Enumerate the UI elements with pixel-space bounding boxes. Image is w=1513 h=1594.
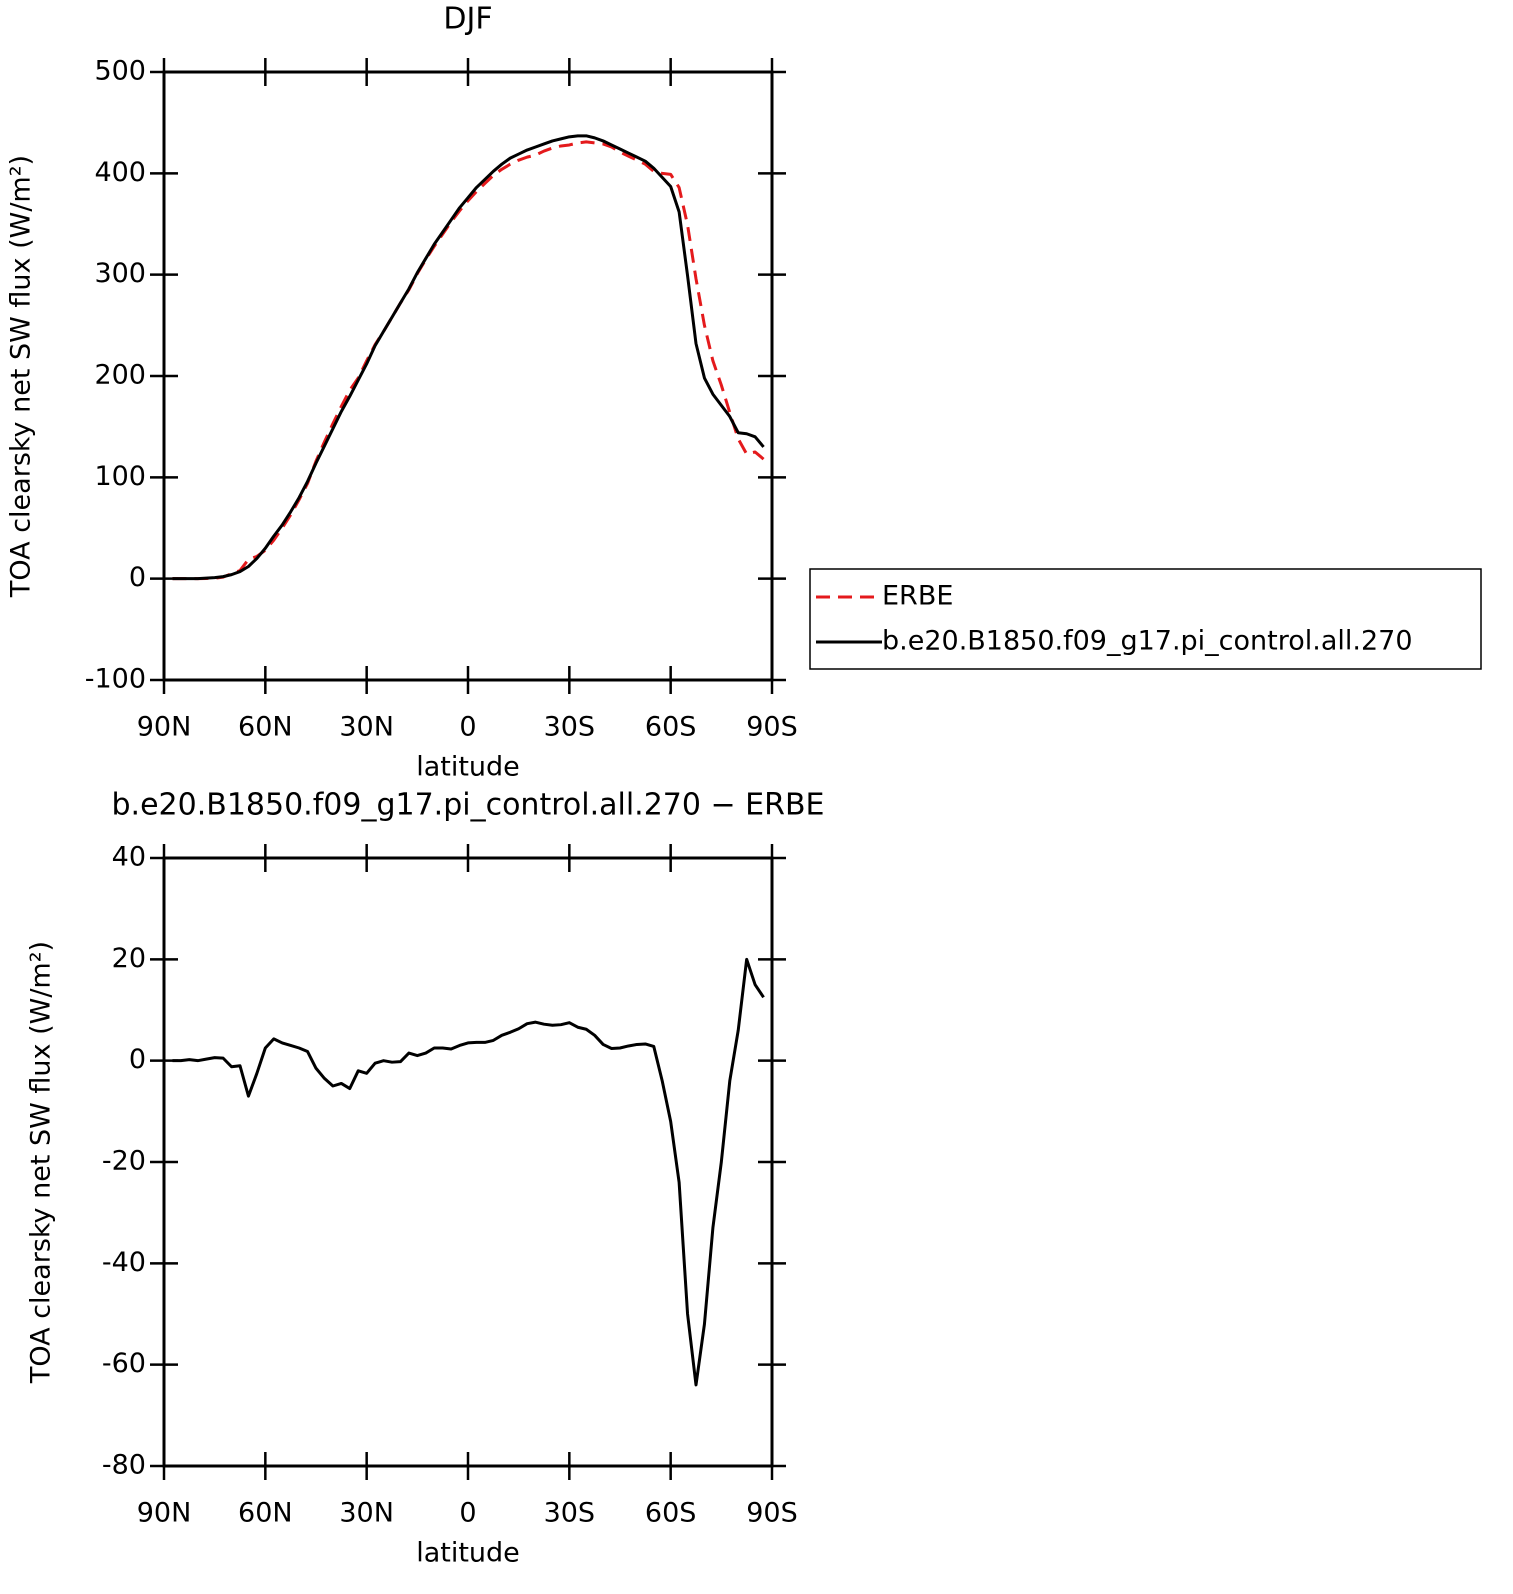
x-tick-label: 90S	[746, 712, 798, 743]
y-tick-label: 0	[129, 1044, 146, 1075]
y-tick-label: 300	[94, 258, 146, 289]
x-tick-label: 0	[459, 712, 476, 743]
x-tick-label: 60N	[238, 712, 293, 743]
y-tick-label: 500	[94, 56, 146, 87]
y-tick-label: -20	[102, 1146, 146, 1177]
y-tick-label: -40	[102, 1247, 146, 1278]
x-tick-label: 90N	[137, 1498, 192, 1529]
series-line	[172, 134, 765, 581]
plot-frame	[162, 70, 774, 682]
series-line	[172, 957, 765, 1387]
x-axis-label: latitude	[416, 1538, 520, 1569]
x-axis-label: latitude	[416, 752, 520, 783]
legend-label: b.e20.B1850.f09_g17.pi_control.all.270	[882, 626, 1413, 657]
y-tick-label: -60	[102, 1348, 146, 1379]
y-tick-label: -80	[102, 1450, 146, 1481]
y-tick-label: 200	[94, 360, 146, 391]
x-tick-label: 30N	[339, 712, 394, 743]
y-tick-label: 40	[112, 842, 146, 873]
y-tick-label: 20	[112, 943, 146, 974]
y-tick-label: 100	[94, 461, 146, 492]
y-tick-label: 0	[129, 562, 146, 593]
plot-frame	[162, 856, 774, 1468]
y-axis-label: TOA clearsky net SW flux (W/m²)	[6, 155, 37, 598]
chart-title: DJF	[443, 2, 492, 37]
legend-box	[809, 568, 1482, 670]
x-tick-label: 30S	[544, 1498, 596, 1529]
series-line	[172, 140, 765, 581]
legend-label: ERBE	[882, 581, 953, 612]
y-tick-label: -100	[85, 664, 146, 695]
x-tick-label: 90S	[746, 1498, 798, 1529]
y-axis-label: TOA clearsky net SW flux (W/m²)	[26, 941, 57, 1384]
x-tick-label: 0	[459, 1498, 476, 1529]
x-tick-label: 60S	[645, 1498, 697, 1529]
x-tick-label: 90N	[137, 712, 192, 743]
y-tick-label: 400	[94, 157, 146, 188]
x-tick-label: 30N	[339, 1498, 394, 1529]
x-tick-label: 30S	[544, 712, 596, 743]
x-tick-label: 60N	[238, 1498, 293, 1529]
chart-title: b.e20.B1850.f09_g17.pi_control.all.270 −…	[112, 788, 825, 823]
x-tick-label: 60S	[645, 712, 697, 743]
